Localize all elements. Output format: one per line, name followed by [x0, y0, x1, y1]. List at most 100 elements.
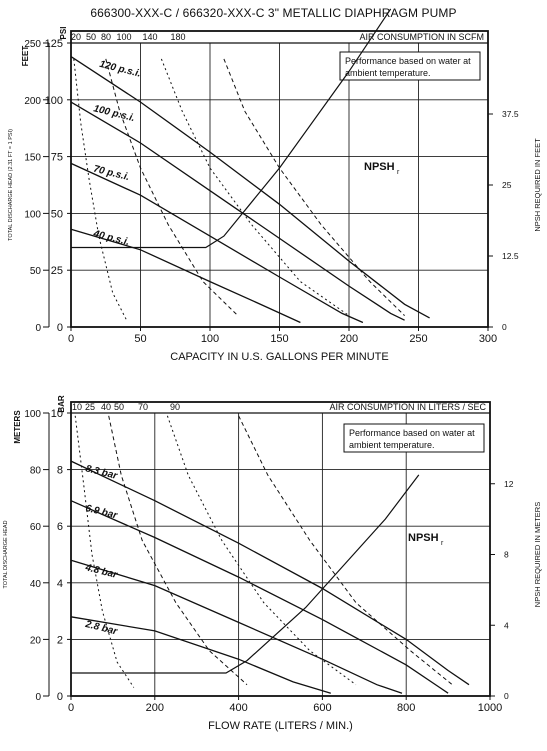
series-label: 6.9 bar	[84, 503, 119, 522]
air-consumption-curve	[223, 58, 405, 316]
x-tick-label: 100	[201, 333, 219, 345]
y-tick-label: 0	[57, 691, 63, 703]
y-secondary-tick-label: 0	[35, 323, 41, 334]
y-secondary-tick-label: 0	[35, 692, 41, 703]
y-tick-label: 75	[51, 152, 63, 164]
pressure-curve	[70, 559, 403, 694]
pressure-curve	[70, 162, 364, 324]
top-tick-label: 50	[114, 402, 124, 412]
y2-tick-label: 12.5	[502, 251, 519, 261]
y-axis-label: TOTAL DISCHARGE HEAD	[3, 520, 9, 588]
y-secondary-tick-label: 100	[24, 209, 41, 220]
air-consumption-curve	[74, 415, 135, 688]
plot-frame	[70, 401, 491, 697]
top-tick-label: 140	[142, 32, 157, 42]
series-label: 40 p.s.i.	[91, 228, 130, 248]
x-tick-label: 600	[313, 702, 331, 714]
page-title: 666300-XXX-C / 666320-XXX-C 3" METALLIC …	[90, 6, 457, 20]
top-tick-label: 40	[101, 402, 111, 412]
top-tick-label: 50	[86, 32, 96, 42]
x-tick-label: 300	[479, 333, 497, 345]
note-text: ambient temperature.	[345, 68, 431, 78]
y-tick-label: 50	[51, 208, 63, 220]
top-tick-label: 10	[72, 402, 82, 412]
y-secondary-tick-label: 60	[30, 522, 42, 533]
y-axis-label: TOTAL DISCHARGE HEAD (2.31 FT = 1 PSI)	[8, 129, 14, 241]
x-axis-label: FLOW RATE (LITERS / MIN.)	[208, 720, 353, 732]
x-tick-label: 400	[229, 702, 247, 714]
y-outer-label: METERS	[13, 410, 22, 444]
y2-axis-label: NPSH REQUIRED IN FEET	[533, 138, 542, 232]
top-axis-label: AIR CONSUMPTION IN LITERS / SEC	[329, 402, 486, 412]
top-tick-label: 25	[85, 402, 95, 412]
y2-tick-label: 0	[504, 691, 509, 701]
top-axis-label: AIR CONSUMPTION IN SCFM	[359, 32, 484, 42]
y-tick-label: 2	[57, 634, 63, 646]
series-label: 70 p.s.i.	[92, 164, 130, 184]
top-tick-label: 80	[101, 32, 111, 42]
y-tick-label: 8	[57, 465, 63, 477]
y-tick-label: 6	[57, 521, 63, 533]
pressure-curve	[70, 616, 331, 694]
x-tick-label: 0	[68, 333, 74, 345]
note-text: ambient temperature.	[349, 440, 435, 450]
y-tick-label: 100	[45, 95, 63, 107]
series-label: 120 p.s.i.	[98, 59, 142, 80]
y-tick-label: 4	[57, 578, 63, 590]
x-tick-label: 200	[340, 333, 358, 345]
air-consumption-curve	[108, 415, 248, 686]
series-label: 8.3 bar	[84, 463, 119, 482]
note-text: Performance based on water at	[345, 56, 471, 66]
y2-tick-label: 8	[504, 550, 509, 560]
y2-axis-label: NPSH REQUIRED IN METERS	[533, 502, 542, 607]
air-consumption-curve	[105, 58, 239, 316]
y-tick-label: 25	[51, 265, 63, 277]
y-unit-label: BAR	[57, 395, 66, 413]
y-unit-label: PSI	[59, 27, 68, 40]
npsh-curve	[71, 474, 420, 674]
y2-tick-label: 0	[502, 322, 507, 332]
y-secondary-tick-label: 50	[30, 266, 42, 277]
x-tick-label: 0	[68, 702, 74, 714]
y-tick-label: 10	[51, 408, 63, 420]
npsh-subscript: r	[441, 540, 444, 547]
y-secondary-tick-label: 40	[30, 579, 42, 590]
series-label: 2.8 bar	[83, 619, 119, 638]
pressure-curve	[70, 56, 430, 319]
x-tick-label: 50	[134, 333, 146, 345]
y-secondary-tick-label: 100	[24, 409, 41, 420]
y2-tick-label: 37.5	[502, 109, 519, 119]
air-consumption-curve	[160, 58, 350, 317]
note-box	[339, 51, 481, 81]
air-consumption-curve	[238, 415, 453, 686]
y-secondary-tick-label: 20	[30, 635, 42, 646]
air-consumption-curve	[73, 58, 128, 321]
note-box	[343, 423, 485, 453]
x-tick-label: 150	[270, 333, 288, 345]
top-tick-label: 100	[116, 32, 131, 42]
npsh-subscript: r	[397, 169, 400, 176]
y2-tick-label: 4	[504, 620, 509, 630]
pressure-curve	[70, 101, 405, 321]
pressure-curve	[70, 500, 449, 694]
y2-tick-label: 12	[504, 479, 514, 489]
y-tick-label: 0	[57, 322, 63, 334]
y-secondary-tick-label: 150	[24, 153, 41, 164]
top-tick-label: 180	[170, 32, 185, 42]
x-tick-label: 1000	[478, 702, 502, 714]
npsh-label: NPSH	[364, 161, 395, 173]
y-secondary-tick-label: 80	[30, 466, 42, 477]
y-secondary-tick-label: 250	[24, 39, 41, 50]
note-text: Performance based on water at	[349, 428, 475, 438]
y2-tick-label: 25	[502, 180, 512, 190]
x-tick-label: 250	[409, 333, 427, 345]
x-axis-label: CAPACITY IN U.S. GALLONS PER MINUTE	[170, 351, 388, 363]
npsh-curve	[71, 8, 392, 249]
x-tick-label: 200	[146, 702, 164, 714]
top-tick-label: 20	[71, 32, 81, 42]
npsh-label: NPSH	[408, 532, 439, 544]
pressure-curve	[70, 460, 470, 686]
x-tick-label: 800	[397, 702, 415, 714]
y-secondary-tick-label: 200	[24, 96, 41, 107]
